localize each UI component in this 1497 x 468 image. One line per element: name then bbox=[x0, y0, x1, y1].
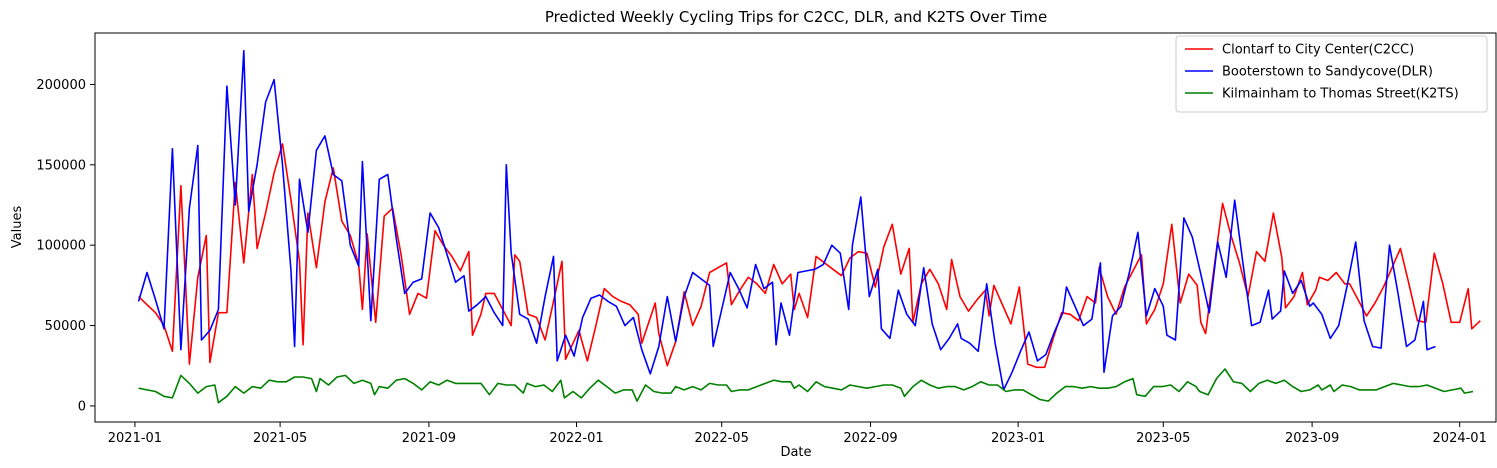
x-tick-label: 2023-09 bbox=[1285, 431, 1339, 446]
plot-area-frame bbox=[94, 32, 1497, 423]
y-tick-label: 200000 bbox=[36, 78, 86, 93]
legend: Clontarf to City Center(C2CC) Booterstown… bbox=[1175, 35, 1488, 113]
x-axis-title: Date bbox=[780, 445, 811, 460]
y-tick-label: 100000 bbox=[36, 239, 86, 254]
legend-label: Booterstown to Sandycove(DLR) bbox=[1222, 65, 1433, 80]
x-tick-label: 2021-01 bbox=[108, 431, 162, 446]
legend-box bbox=[1175, 35, 1488, 113]
series-line-2 bbox=[137, 49, 1436, 391]
y-axis-title: Values bbox=[10, 206, 25, 249]
series-lines bbox=[137, 49, 1481, 404]
x-tick-label: 2022-09 bbox=[843, 431, 897, 446]
x-axis: 2021-01 2021-05 2021-09 2022-01 2022-05 2022-… bbox=[108, 422, 1487, 446]
legend-label: Kilmainham to Thomas Street(K2TS) bbox=[1222, 87, 1459, 102]
y-tick-label: 150000 bbox=[36, 158, 86, 173]
y-axis: 0 50000 100000 150000 200000 bbox=[36, 78, 95, 414]
x-tick-label: 2021-09 bbox=[402, 431, 456, 446]
x-tick-label: 2022-05 bbox=[695, 431, 749, 446]
x-tick-label: 2024-01 bbox=[1433, 431, 1487, 446]
y-tick-label: 50000 bbox=[45, 319, 86, 334]
chart-title: Predicted Weekly Cycling Trips for C2CC,… bbox=[545, 8, 1047, 26]
y-tick-label: 0 bbox=[78, 399, 86, 414]
x-tick-label: 2022-01 bbox=[549, 431, 603, 446]
x-tick-label: 2021-05 bbox=[253, 431, 307, 446]
legend-label: Clontarf to City Center(C2CC) bbox=[1222, 43, 1414, 58]
x-tick-label: 2023-01 bbox=[991, 431, 1045, 446]
series-line-3 bbox=[138, 368, 1474, 404]
series-line-1 bbox=[138, 143, 1481, 369]
x-tick-label: 2023-05 bbox=[1136, 431, 1190, 446]
